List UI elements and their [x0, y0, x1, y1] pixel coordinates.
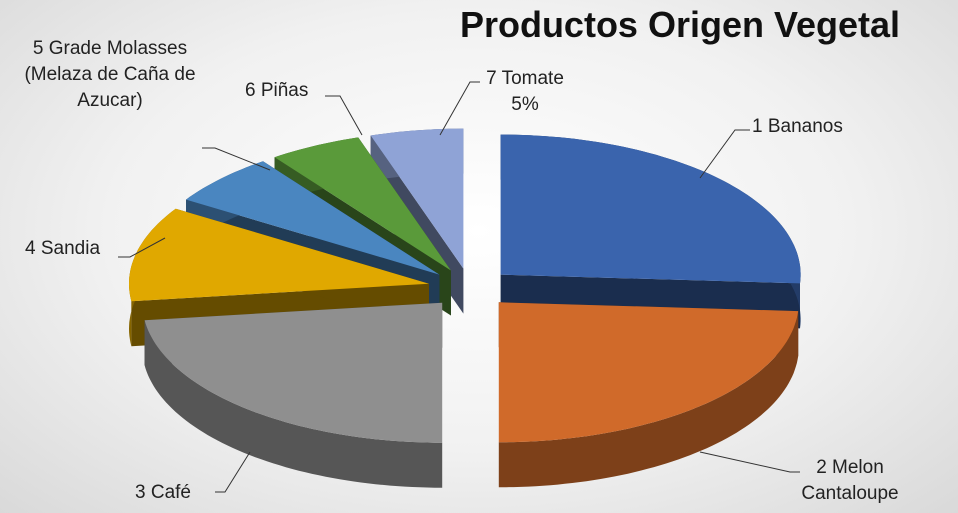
slice-label: 3 Café — [135, 480, 215, 506]
leader-line — [118, 237, 166, 258]
slice-label: 6 Piñas — [245, 78, 335, 104]
category-label: 5 Grade Molasses (Melaza de Caña de Azuc… — [24, 38, 196, 111]
slice-wall — [498, 311, 799, 488]
chart-title: Productos Origen Vegetal — [459, 4, 901, 45]
leader-line — [699, 451, 800, 473]
category-label: 4 Sandia — [25, 238, 101, 259]
slice — [129, 208, 429, 302]
category-label: 6 Piñas — [245, 80, 309, 101]
leader-line — [439, 81, 480, 136]
slice — [186, 161, 440, 275]
slice-label: 2 Melon Cantaloupe — [790, 455, 910, 507]
leader-line — [215, 451, 251, 493]
category-label: 2 Melon Cantaloupe — [801, 457, 899, 504]
value-label: 5% — [511, 94, 539, 115]
category-label: 3 Café — [135, 482, 191, 503]
leader-line — [325, 95, 363, 136]
slice-label: 5 Grade Molasses (Melaza de Caña de Azuc… — [15, 36, 205, 114]
slice — [370, 128, 464, 269]
category-label: 7 Tomate — [486, 68, 564, 89]
slice — [274, 137, 451, 271]
slice — [500, 134, 801, 284]
slice — [498, 302, 799, 443]
slice-wall — [144, 320, 443, 488]
leader-line — [699, 129, 750, 179]
leader-line — [202, 147, 271, 171]
slice-label: 1 Bananos — [752, 114, 912, 140]
slice-label: 4 Sandia — [25, 236, 125, 262]
slice-label: 7 Tomate 5% — [465, 66, 585, 118]
category-label: 1 Bananos — [752, 116, 843, 137]
slice — [144, 302, 443, 443]
